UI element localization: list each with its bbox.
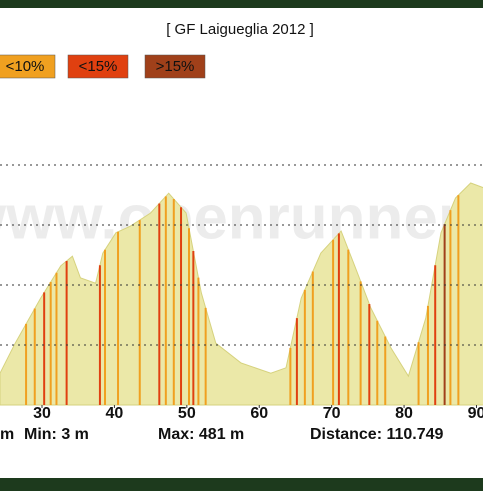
x-tick-label: 40	[106, 405, 124, 422]
footer-stat: Max: 481 m	[158, 426, 244, 443]
legend-label: <10%	[6, 58, 45, 75]
elevation-area	[0, 182, 483, 406]
bottom-border	[0, 478, 483, 491]
chart-title: [ GF Laigueglia 2012 ]	[166, 21, 314, 38]
legend-swatch	[67, 54, 129, 79]
legend-label: <15%	[79, 58, 118, 75]
x-tick-label: 30	[33, 405, 51, 422]
x-tick-label: 70	[323, 405, 341, 422]
footer-stat: m	[0, 426, 14, 443]
legend-swatch	[0, 54, 56, 79]
footer-stat: Distance: 110.749	[310, 426, 444, 443]
x-tick-label: 80	[395, 405, 413, 422]
legend-swatch	[144, 54, 206, 79]
legend-label: >15%	[156, 58, 195, 75]
x-tick-label: 90	[468, 405, 483, 422]
watermark: www.openrunner	[0, 183, 462, 252]
x-tick-label: 50	[178, 405, 196, 422]
footer-stat: Min: 3 m	[24, 426, 89, 443]
x-tick-label: 60	[250, 405, 268, 422]
top-border	[0, 0, 483, 8]
plot-area	[0, 182, 483, 406]
